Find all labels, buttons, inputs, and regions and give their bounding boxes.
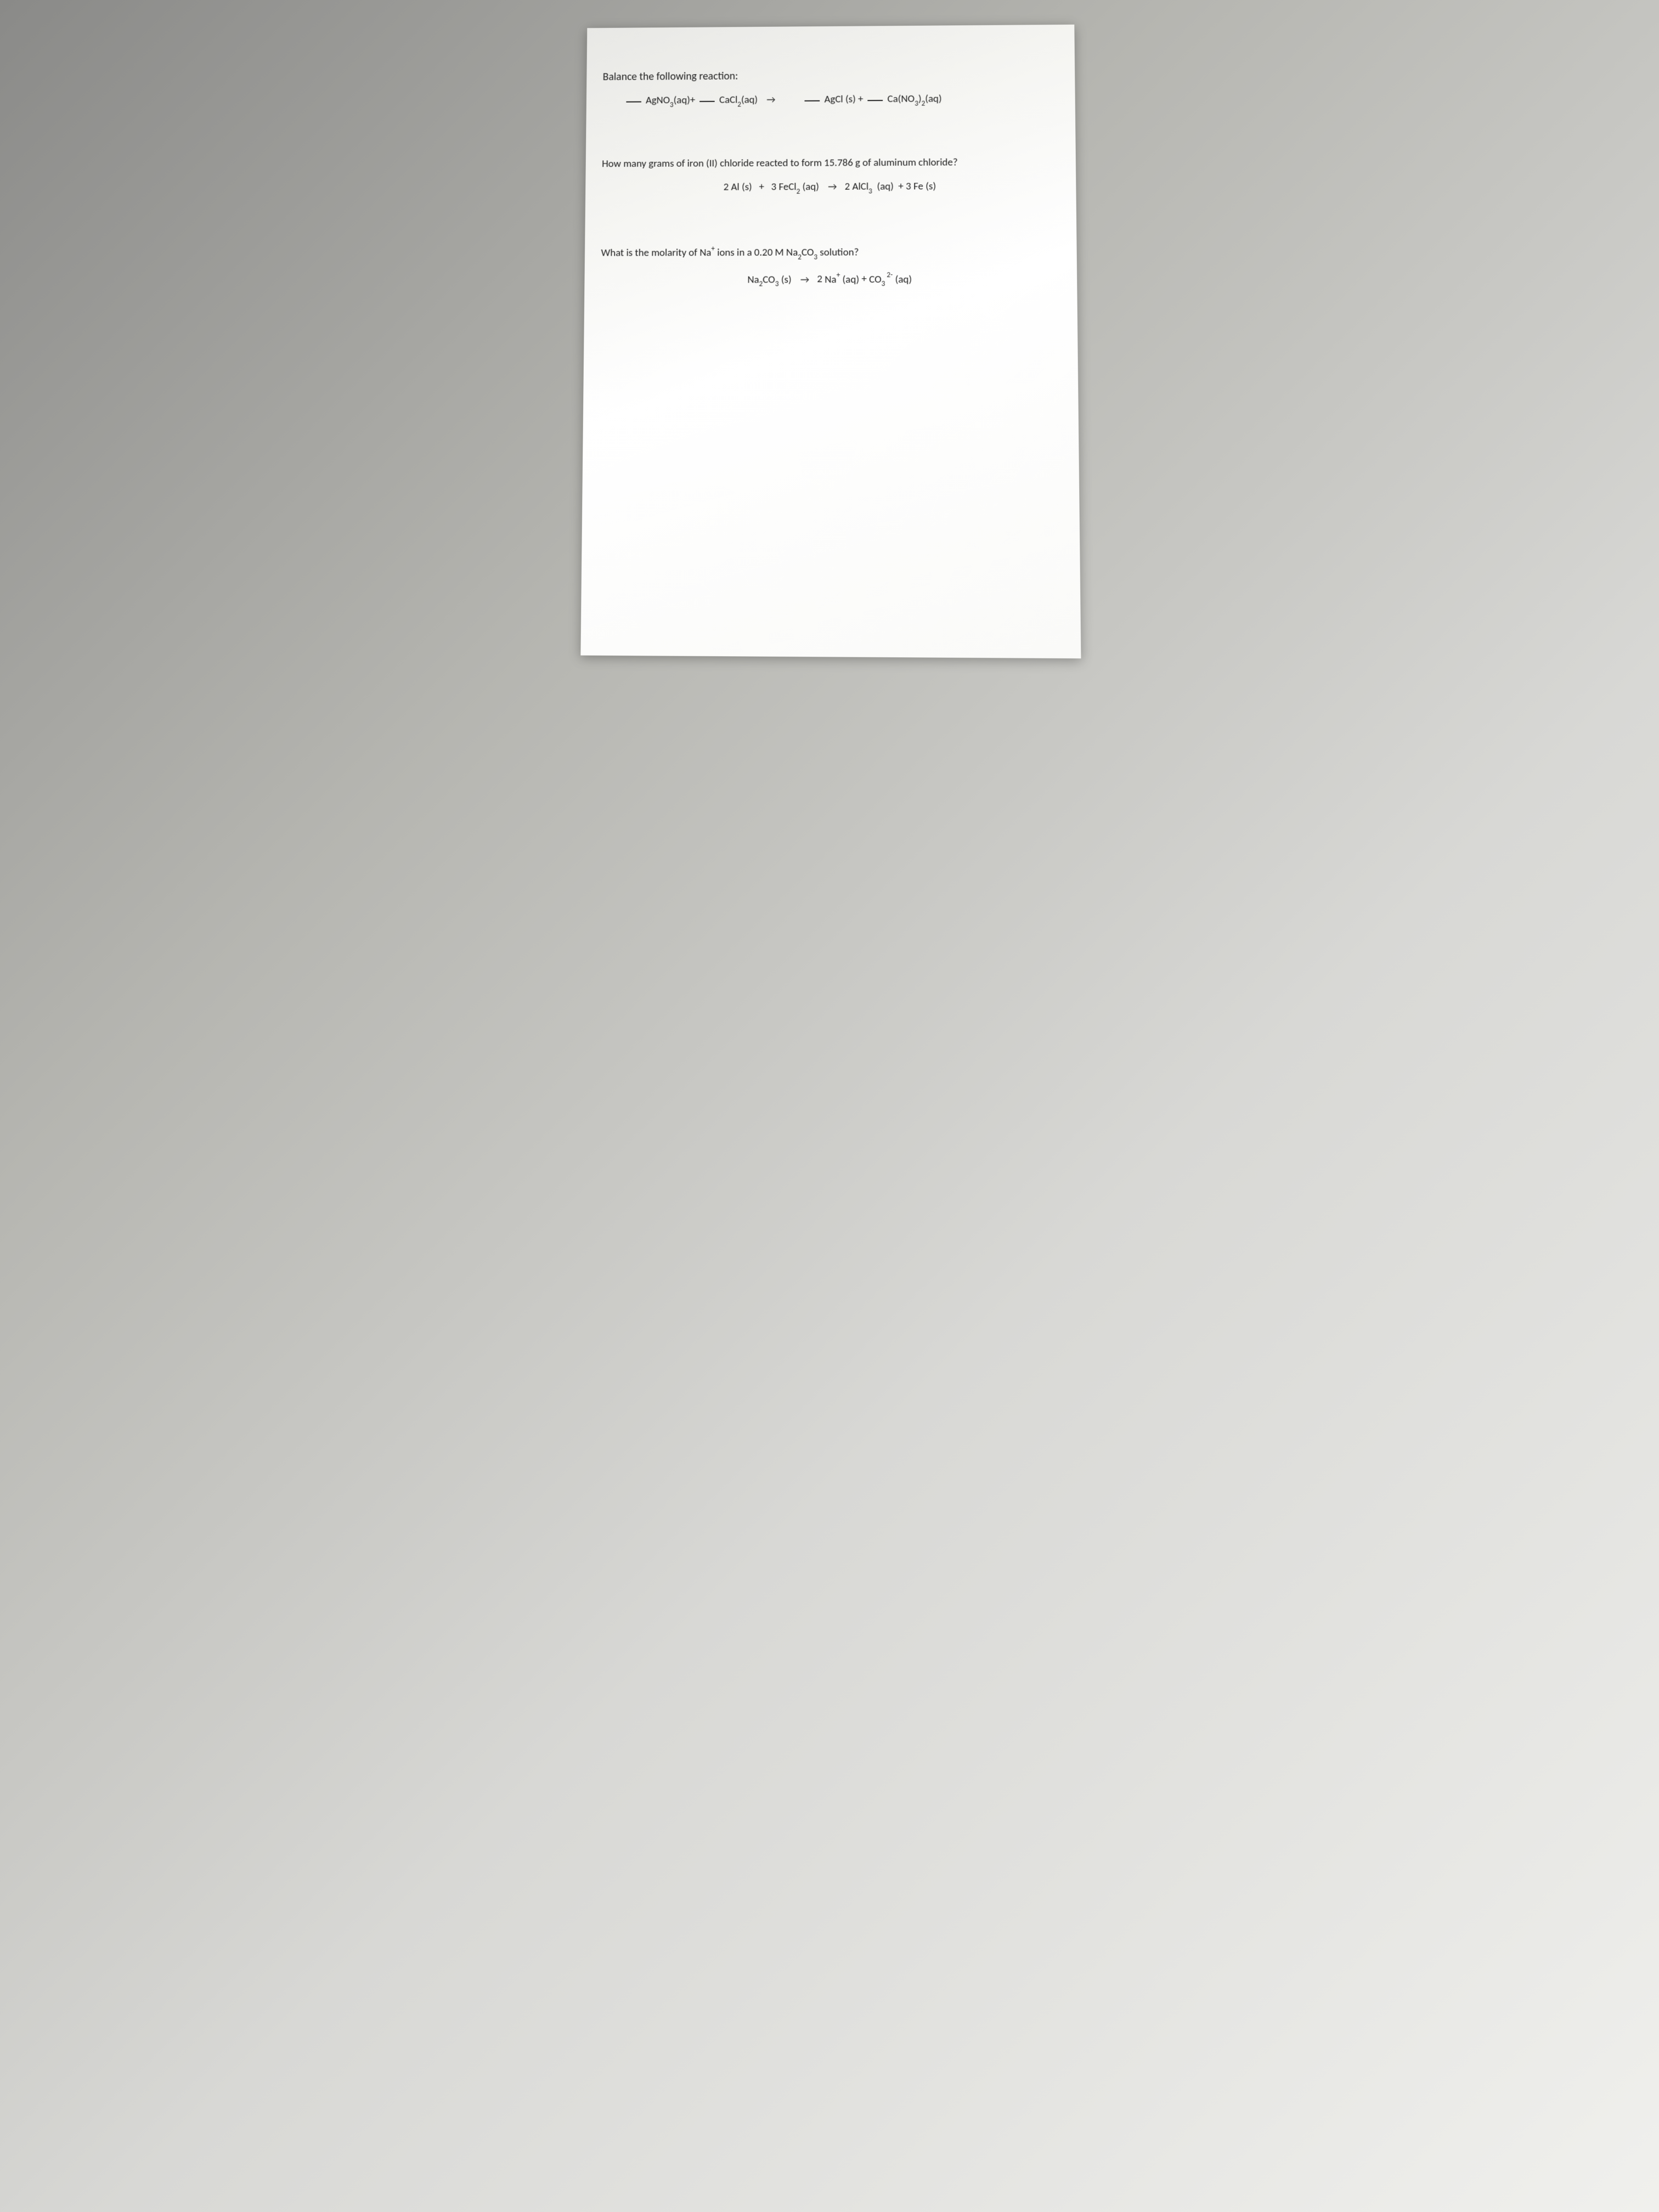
plus: + xyxy=(690,94,695,106)
question-3-equation: Na2CO3 (s) → 2 Na+ (aq) + CO3 2- (aq) xyxy=(601,270,1060,289)
subscript: 2 xyxy=(797,187,800,196)
subscript: 3 xyxy=(915,99,918,108)
plus: + xyxy=(898,180,904,193)
q1-reactants: AgNO3(aq)+ CaCl2(aq) → xyxy=(624,92,781,110)
subscript: 3 xyxy=(882,279,885,289)
coefficient: 3 xyxy=(906,180,911,193)
species-4: Fe (s) xyxy=(913,180,936,193)
species-1: Na2CO3 (s) xyxy=(747,273,791,286)
species-2: Na+ (aq) xyxy=(825,273,859,286)
question-1: Balance the following reaction: AgNO3(aq… xyxy=(602,67,1059,109)
coefficient: 2 xyxy=(845,180,850,193)
superscript: 2- xyxy=(885,270,893,279)
superscript: + xyxy=(837,270,840,280)
species-3: CO3 2- (aq) xyxy=(869,273,912,286)
product-2: Ca(NO3)2(aq) xyxy=(888,93,942,105)
subscript: 2 xyxy=(798,252,802,262)
question-2-equation: 2 Al (s) + 3 FeCl2 (aq) → 2 AlCl3 (aq) +… xyxy=(602,178,1060,197)
subscript: 3 xyxy=(670,100,674,109)
reaction-arrow-icon: → xyxy=(800,272,808,287)
plus: + xyxy=(759,181,764,194)
coefficient-blank[interactable] xyxy=(626,101,641,103)
coefficient: 2 xyxy=(724,181,729,194)
q1-products: AgCl (s) + Ca(NO3)2(aq) xyxy=(803,91,942,109)
reactant-2: CaCl xyxy=(719,94,737,106)
state: (s) xyxy=(781,273,792,286)
state: (aq) xyxy=(877,180,894,193)
state: (aq) xyxy=(925,93,942,105)
worksheet-page: Balance the following reaction: AgNO3(aq… xyxy=(580,25,1081,659)
plus: + xyxy=(858,93,863,106)
question-2-prompt: How many grams of iron (II) chloride rea… xyxy=(602,156,1059,170)
subscript: 3 xyxy=(775,279,779,289)
question-3: What is the molarity of Na+ ions in a 0.… xyxy=(601,244,1060,289)
coefficient-blank[interactable] xyxy=(805,100,820,101)
state: (aq) xyxy=(842,273,859,286)
subscript: 2 xyxy=(759,279,763,289)
state: (aq) xyxy=(741,94,758,106)
species-3: AlCl3 (aq) xyxy=(852,180,893,193)
subscript: 3 xyxy=(814,252,817,262)
coefficient-blank[interactable] xyxy=(699,101,715,102)
question-1-equation: AgNO3(aq)+ CaCl2(aq) → AgCl (s) + Ca(NO3… xyxy=(602,91,1059,110)
species-2: FeCl2 (aq) xyxy=(778,180,819,193)
subscript: 3 xyxy=(868,187,872,196)
species-1: Al (s) xyxy=(731,181,752,194)
question-2: How many grams of iron (II) chloride rea… xyxy=(602,156,1060,196)
product-1: AgCl (s) xyxy=(825,93,856,106)
question-3-prompt: What is the molarity of Na+ ions in a 0.… xyxy=(601,244,1060,261)
plus: + xyxy=(861,273,866,286)
coefficient: 3 xyxy=(771,181,777,194)
coefficient-blank[interactable] xyxy=(868,100,883,101)
reaction-arrow-icon: → xyxy=(766,92,774,108)
superscript: + xyxy=(711,244,715,253)
state: (aq) xyxy=(674,94,690,106)
state: (aq) xyxy=(803,180,819,193)
reaction-arrow-icon: → xyxy=(828,179,836,194)
question-1-prompt: Balance the following reaction: xyxy=(603,67,1059,83)
subscript: 2 xyxy=(921,99,925,108)
reactant-1: AgNO xyxy=(646,94,670,107)
coefficient: 2 xyxy=(817,273,822,286)
state: (aq) xyxy=(895,273,912,286)
subscript: 2 xyxy=(737,99,741,109)
